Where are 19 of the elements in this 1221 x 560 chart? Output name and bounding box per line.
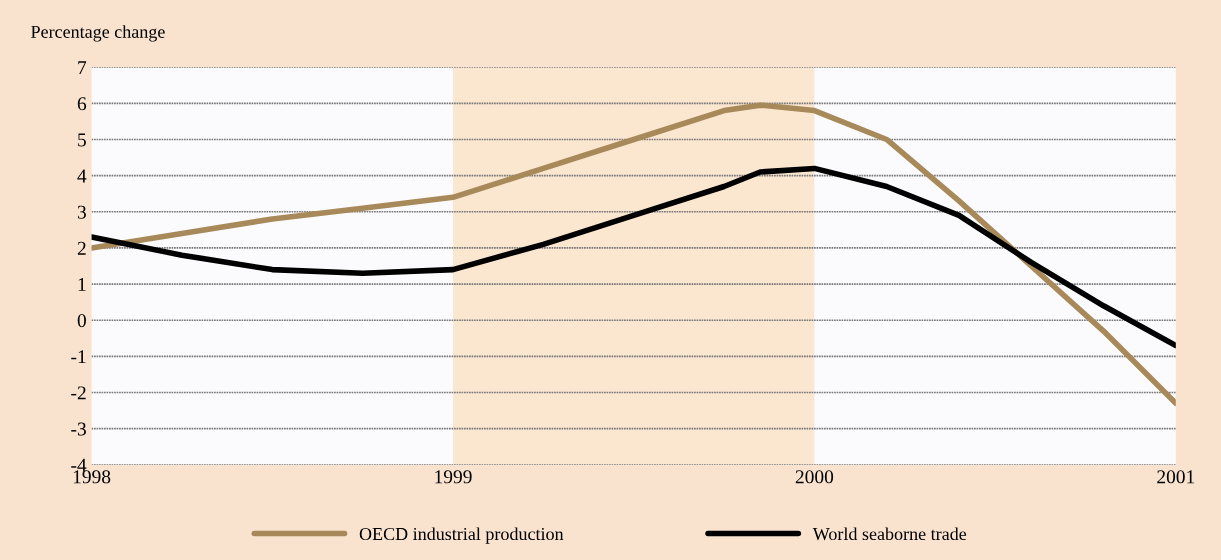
x-tick-label: 1999 [435,470,472,484]
x-tick-label: 2001 [1157,470,1195,484]
y-axis-title: Percentage change [31,25,165,42]
y-tick-label: -2 [71,386,86,400]
y-tick-label: 4 [77,169,87,183]
y-tick-label: -3 [71,422,86,436]
legend-label: World seaborne trade [812,527,967,541]
y-tick-label: 2 [77,241,86,255]
y-tick-label: 0 [77,314,86,328]
y-tick-label: 7 [78,61,87,74]
y-tick-label: -1 [71,350,86,364]
y-tick-label: 6 [77,97,87,111]
y-tick-label: 3 [77,205,86,219]
legend-label: OECD industrial production [359,527,564,544]
y-tick-label: 1 [78,277,86,291]
x-tick-label: 2000 [795,470,834,484]
y-tick-label: 5 [78,133,86,147]
x-tick-label: 1998 [73,470,111,484]
y-tick-label: -4 [71,458,87,472]
